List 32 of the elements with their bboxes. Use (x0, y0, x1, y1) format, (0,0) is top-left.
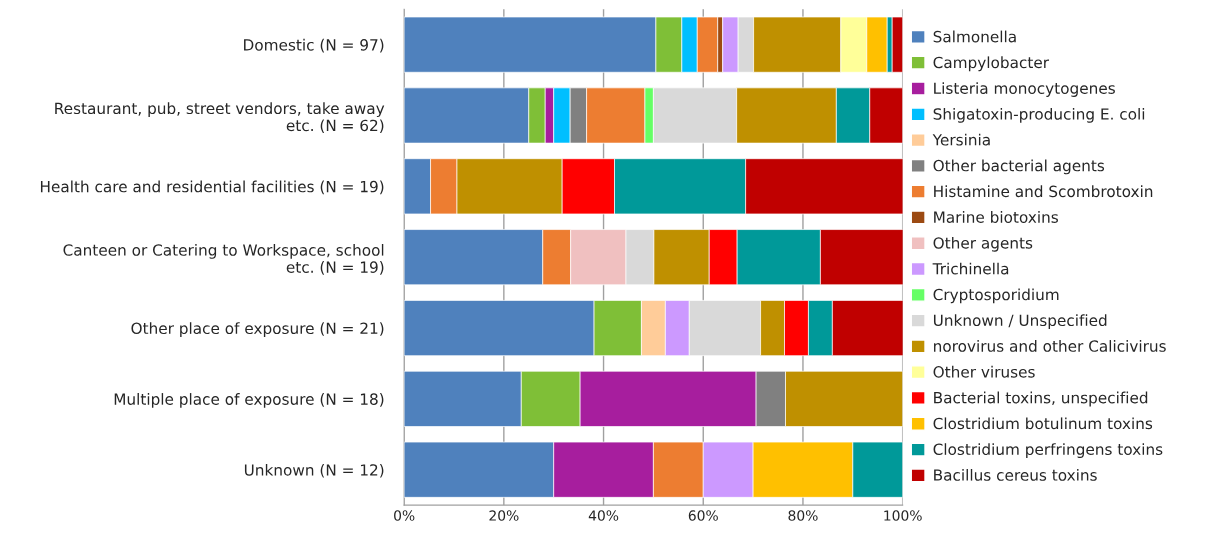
legend-label: Other bacterial agents (933, 159, 1105, 175)
legend-label: Other agents (933, 236, 1033, 252)
legend-label: Clostridium botulinum toxins (933, 417, 1153, 430)
y-tick-label: Other place of exposure (N = 21) (131, 322, 384, 338)
x-tick-label: 40% (588, 510, 619, 521)
legend-label: Marine biotoxins (934, 211, 1058, 223)
legend-label: Histamine and Scombrotoxin (934, 185, 1153, 198)
legend-label: Other viruses (933, 365, 1035, 378)
y-tick-label: Canteen or Catering to Workspace, school etc. (N = 19) (63, 243, 384, 275)
legend-label: Clostridium perfringens toxins (933, 443, 1163, 458)
x-tick-label: 80% (788, 510, 818, 521)
legend-label: Unknown / Unspecified (933, 314, 1107, 330)
legend-label: Yersinia (932, 133, 990, 146)
legend-label: Trichinella (932, 262, 1009, 275)
y-tick-label: Domestic (N = 97) (244, 38, 384, 53)
legend-label: Bacterial toxins, unspecified (934, 391, 1148, 407)
y-tick-label: Restaurant, pub, street vendors, take away etc. (N = 62) (55, 102, 385, 134)
legend-label: Campylobacter (933, 56, 1050, 72)
x-tick-label: 20% (489, 510, 519, 521)
x-tick-label: 60% (688, 510, 718, 521)
y-tick-label: Multiple place of exposure (N = 18) (114, 393, 384, 408)
legend-label: Bacillus cereus toxins (934, 468, 1097, 481)
y-tick-label: Unknown (N = 12) (244, 463, 384, 478)
legend-label: Listeria monocytogenes (934, 82, 1115, 97)
x-tick-label: 0% (394, 510, 415, 521)
y-tick-label: Health care and residential facilities (N = 19) (40, 180, 384, 195)
x-tick-label: 100% (884, 510, 922, 521)
legend-label: norovirus and other Calicivirus (934, 340, 1166, 352)
legend-label: Salmonella (933, 30, 1016, 43)
bar (891, 16, 903, 73)
legend-label: Cryptosporidium (933, 288, 1059, 304)
legend-label: Shigatoxin-producing E. coli (933, 107, 1145, 123)
